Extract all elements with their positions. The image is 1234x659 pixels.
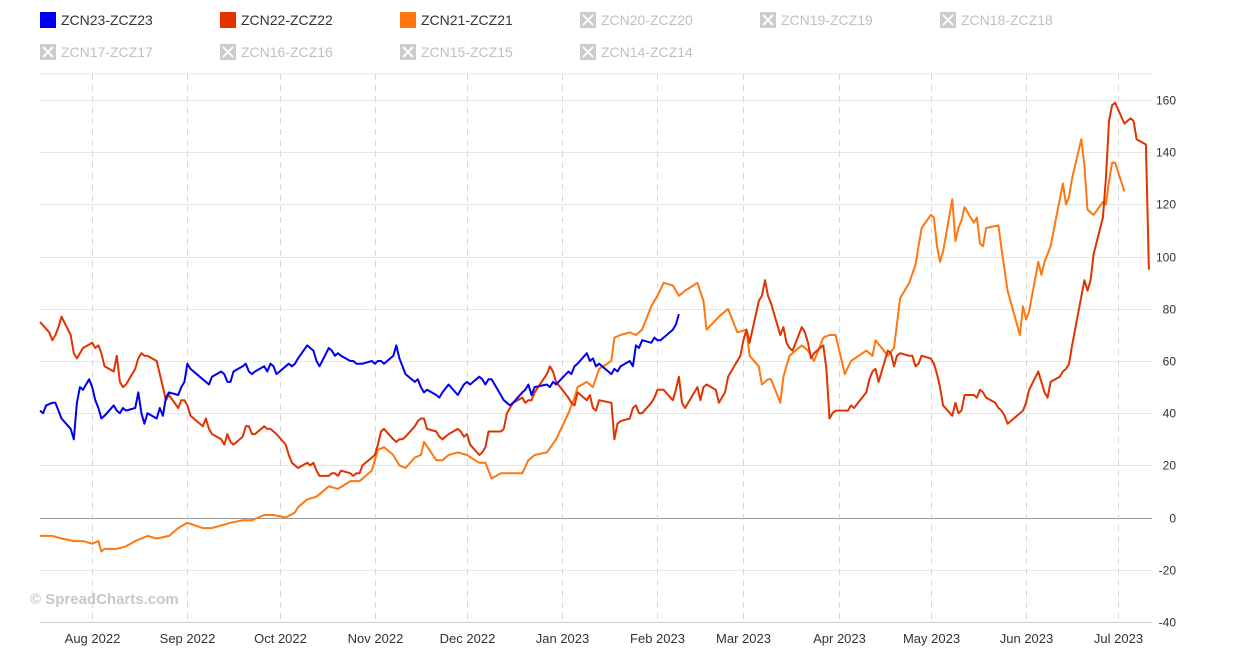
grid-layer <box>40 73 1152 623</box>
x-tick-label: Sep 2022 <box>160 631 216 646</box>
legend-item[interactable]: ZCN22-ZCZ22 <box>220 10 333 30</box>
x-tick-label: Feb 2023 <box>630 631 685 646</box>
x-tick-label: May 2023 <box>903 631 960 646</box>
legend-label: ZCN19-ZCZ19 <box>781 12 873 28</box>
y-tick-label: -20 <box>1159 564 1177 578</box>
legend-item[interactable]: ZCN17-ZCZ17 <box>40 42 153 62</box>
y-tick-label: 120 <box>1156 198 1176 212</box>
x-tick-label: Nov 2022 <box>348 631 404 646</box>
y-tick-label: 160 <box>1156 94 1176 108</box>
legend-item[interactable]: ZCN18-ZCZ18 <box>940 10 1053 30</box>
legend-label: ZCN16-ZCZ16 <box>241 44 333 60</box>
legend-hidden-icon <box>220 44 236 60</box>
legend-hidden-icon <box>400 44 416 60</box>
legend-swatch <box>400 12 416 28</box>
legend-item[interactable]: ZCN19-ZCZ19 <box>760 10 873 30</box>
series-line-zcn22-zcz22 <box>39 101 1150 477</box>
y-tick-label: 60 <box>1163 355 1177 369</box>
watermark: © SpreadCharts.com <box>30 591 179 608</box>
legend-hidden-icon <box>580 44 596 60</box>
legend-label: ZCN20-ZCZ20 <box>601 12 693 28</box>
legend-item[interactable]: ZCN20-ZCZ20 <box>580 10 693 30</box>
legend-label: ZCN18-ZCZ18 <box>961 12 1053 28</box>
series-line-zcn21-zcz21 <box>40 138 1126 553</box>
legend-item[interactable]: ZCN14-ZCZ14 <box>580 42 693 62</box>
x-tick-label: Jan 2023 <box>536 631 590 646</box>
legend-item[interactable]: ZCN15-ZCZ15 <box>400 42 513 62</box>
legend-label: ZCN23-ZCZ23 <box>61 12 153 28</box>
legend-hidden-icon <box>760 12 776 28</box>
legend-hidden-icon <box>40 44 56 60</box>
x-tick-label: Oct 2022 <box>254 631 307 646</box>
legend-hidden-icon <box>580 12 596 28</box>
series-layer <box>39 101 1150 553</box>
legend-label: ZCN17-ZCZ17 <box>61 44 153 60</box>
y-tick-label: 100 <box>1156 251 1176 265</box>
x-tick-label: Apr 2023 <box>813 631 866 646</box>
x-tick-label: Jun 2023 <box>1000 631 1054 646</box>
x-tick-label: Jul 2023 <box>1094 631 1143 646</box>
y-tick-label: 20 <box>1163 459 1177 473</box>
y-tick-label: 0 <box>1169 512 1176 526</box>
y-tick-label: 140 <box>1156 146 1176 160</box>
x-tick-label: Dec 2022 <box>440 631 496 646</box>
y-tick-label: 40 <box>1163 407 1177 421</box>
legend-swatch <box>220 12 236 28</box>
legend: ZCN23-ZCZ23 ZCN22-ZCZ22 ZCN21-ZCZ21 ZCN20-Z… <box>0 0 1234 72</box>
legend-label: ZCN21-ZCZ21 <box>421 12 513 28</box>
x-tick-label: Aug 2022 <box>65 631 121 646</box>
x-tick-label: Mar 2023 <box>716 631 771 646</box>
legend-item[interactable]: ZCN21-ZCZ21 <box>400 10 513 30</box>
legend-hidden-icon <box>940 12 956 28</box>
legend-item[interactable]: ZCN16-ZCZ16 <box>220 42 333 62</box>
y-tick-label: 80 <box>1163 303 1177 317</box>
y-tick-label: -40 <box>1159 616 1177 630</box>
series-line-zcn23-zcz23 <box>39 313 680 441</box>
legend-label: ZCN22-ZCZ22 <box>241 12 333 28</box>
legend-swatch <box>40 12 56 28</box>
legend-label: ZCN14-ZCZ14 <box>601 44 693 60</box>
legend-item[interactable]: ZCN23-ZCZ23 <box>40 10 153 30</box>
axis-layer: -40 -20 0 20 40 60 80 100 120 140 160 Aug 2022 Sep 2… <box>40 94 1177 646</box>
legend-label: ZCN15-ZCZ15 <box>421 44 513 60</box>
